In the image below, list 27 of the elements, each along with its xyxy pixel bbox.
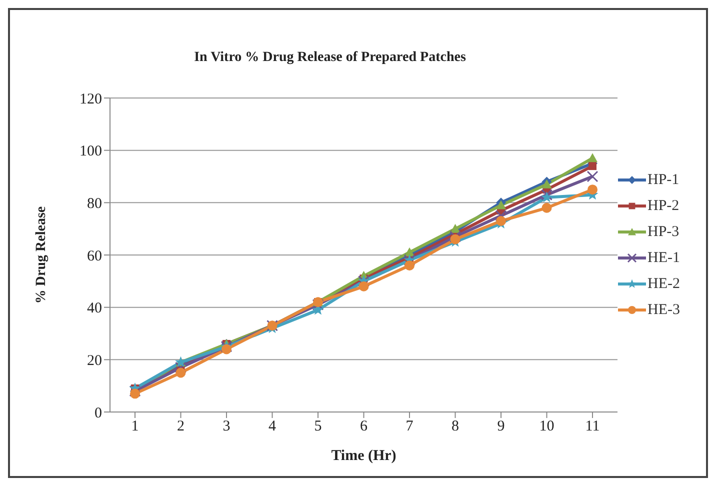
x-tick-label: 9 [497, 418, 505, 435]
y-tick-label: 120 [80, 91, 102, 108]
x-tick-label: 7 [406, 418, 414, 435]
legend-label: HP-3 [648, 224, 680, 240]
y-axis-title: % Drug Release [34, 206, 49, 304]
y-tick-label: 100 [80, 144, 102, 160]
legend-label: HE-3 [648, 302, 680, 318]
x-tick-label: 2 [177, 418, 184, 435]
x-tick-label: 8 [452, 418, 459, 435]
legend-label: HE-2 [648, 276, 680, 292]
y-tick-label: 80 [87, 196, 102, 212]
x-tick-label: 4 [268, 418, 276, 435]
x-tick-label: 10 [539, 418, 554, 435]
x-tick-label: 1 [131, 418, 139, 435]
y-tick-label: 40 [87, 300, 102, 317]
x-tick-label: 3 [222, 418, 230, 435]
x-axis-title: Time (Hr) [331, 448, 396, 464]
y-tick-label: 60 [87, 248, 102, 264]
chart-title: In Vitro % Drug Release of Prepared Patches [193, 50, 467, 66]
y-tick-label: 0 [94, 405, 102, 422]
legend-label: HP-2 [648, 198, 680, 214]
x-tick-label: 5 [314, 418, 322, 435]
legend-label: HE-1 [648, 250, 680, 266]
y-tick-label: 20 [87, 352, 102, 369]
legend-label: HP-1 [648, 172, 680, 188]
x-tick-label: 6 [360, 418, 368, 435]
x-tick-label: 11 [585, 418, 600, 435]
